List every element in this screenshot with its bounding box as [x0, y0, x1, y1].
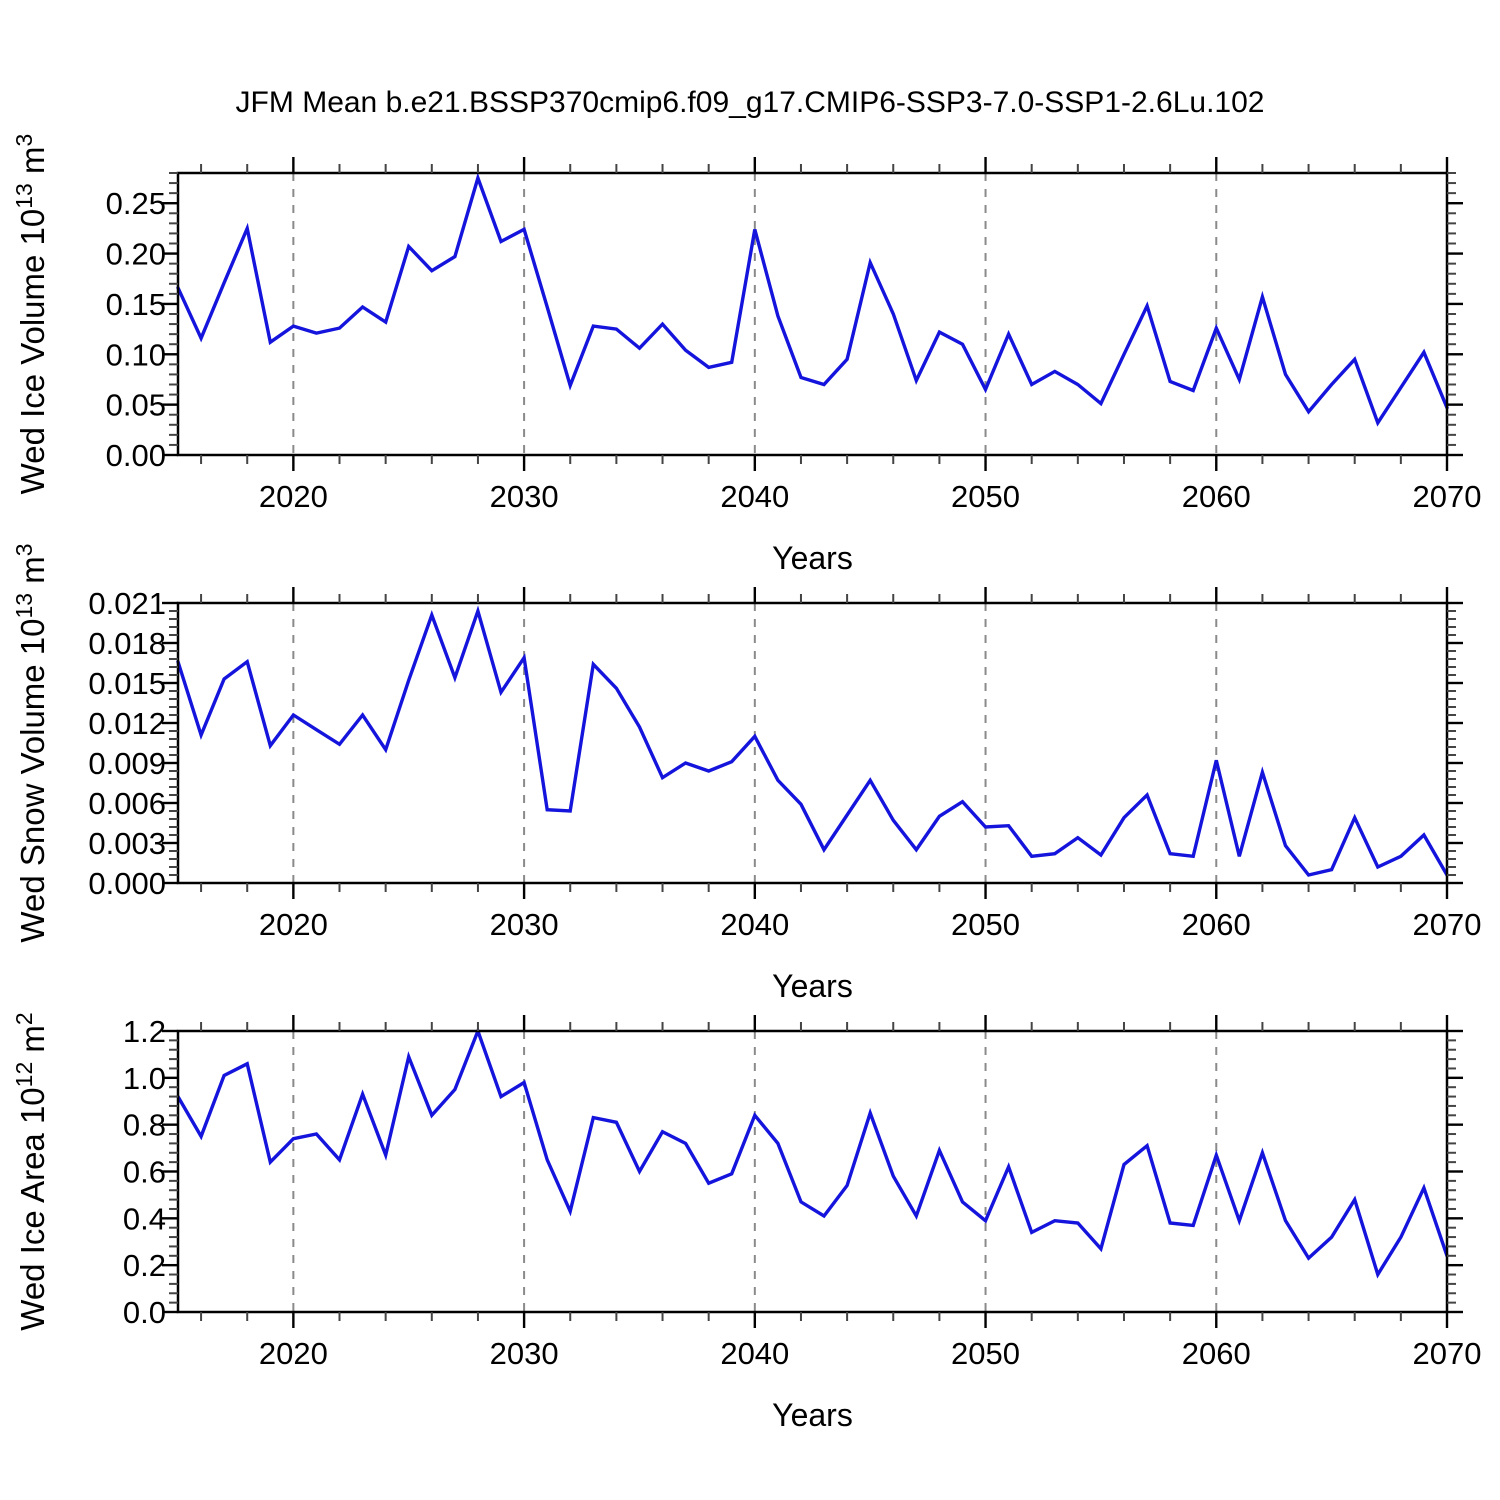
- wed-ice-volume-series-line: [176, 172, 1449, 427]
- figure-title: JFM Mean b.e21.BSSP370cmip6.f09_g17.CMIP…: [235, 86, 1265, 119]
- ticks: [162, 1015, 1463, 1328]
- x-tick-label: 2040: [720, 1336, 789, 1371]
- panel-wed-snow-volume: 2020 2030 2040 2050 2060 2070 0.000 0.003 0.006 0…: [11, 543, 1481, 1004]
- y-tick-label: 0.006: [88, 786, 166, 821]
- x-tick-label: 2060: [1182, 907, 1251, 942]
- x-tick-label: 2070: [1413, 1336, 1482, 1371]
- x-tick-label: 2020: [259, 907, 328, 942]
- x-tick-label: 2030: [490, 907, 559, 942]
- x-tick-label: 2050: [951, 907, 1020, 942]
- y-tick-label: 0.15: [106, 287, 166, 322]
- x-tick-label: 2060: [1182, 1336, 1251, 1371]
- ticks: [162, 587, 1463, 899]
- x-tick-label: 2040: [720, 907, 789, 942]
- x-tick-label: 2050: [951, 479, 1020, 514]
- y-tick-label: 0.018: [88, 626, 166, 661]
- gridlines: [292, 173, 1218, 455]
- x-tick-label: 2070: [1413, 907, 1482, 942]
- y-tick-label: 0.2: [123, 1248, 166, 1283]
- y-tick-label: 0.20: [106, 237, 166, 272]
- y-axis-title: Wed Snow Volume 1013 m3: [11, 543, 51, 942]
- y-tick-label: 0.4: [123, 1201, 166, 1236]
- y-tick-label: 1.0: [123, 1061, 166, 1096]
- y-tick-label: 0.021: [88, 586, 166, 621]
- x-tick-label: 2050: [951, 1336, 1020, 1371]
- plot-frame: [176, 601, 1449, 885]
- wed-snow-volume-series-line: [176, 605, 1449, 877]
- y-tick-label: 0.009: [88, 746, 166, 781]
- y-tick-label: 0.0: [123, 1295, 166, 1330]
- y-tick-label: 0.05: [106, 388, 166, 423]
- x-tick-label: 2020: [259, 1336, 328, 1371]
- x-tick-label: 2030: [490, 1336, 559, 1371]
- x-tick-label: 2020: [259, 479, 328, 514]
- y-tick-label: 0.012: [88, 706, 166, 741]
- wed-ice-area-series-line: [176, 1026, 1449, 1279]
- y-tick-label: 1.2: [123, 1014, 166, 1049]
- x-axis-title: Years: [772, 968, 853, 1004]
- x-tick-label: 2070: [1413, 479, 1482, 514]
- y-tick-label: 0.000: [88, 866, 166, 901]
- y-tick-label: 0.25: [106, 186, 166, 221]
- y-tick-label: 0.00: [106, 438, 166, 473]
- gridlines: [292, 1031, 1218, 1312]
- x-tick-label: 2040: [720, 479, 789, 514]
- panel-wed-ice-area: 2020 2030 2040 2050 2060 2070 0.0 0.2 0.4 0.6 0.8 1…: [11, 1012, 1481, 1433]
- y-axis-title: Wed Ice Volume 1013 m3: [11, 134, 51, 495]
- x-tick-label: 2060: [1182, 479, 1251, 514]
- y-tick-label: 0.6: [123, 1155, 166, 1190]
- x-axis-title: Years: [772, 1397, 853, 1433]
- gridlines: [292, 603, 1218, 883]
- y-tick-label: 0.8: [123, 1108, 166, 1143]
- panel-wed-ice-volume: 2020 2030 2040 2050 2060 2070 0.00 0.05 0.10 0.15…: [11, 134, 1481, 576]
- y-tick-label: 0.003: [88, 826, 166, 861]
- x-axis-title: Years: [772, 540, 853, 576]
- y-tick-label: 0.10: [106, 337, 166, 372]
- y-axis-title: Wed Ice Area 1012 m2: [11, 1012, 51, 1330]
- x-tick-label: 2030: [490, 479, 559, 514]
- ticks: [162, 157, 1463, 471]
- y-tick-label: 0.015: [88, 666, 166, 701]
